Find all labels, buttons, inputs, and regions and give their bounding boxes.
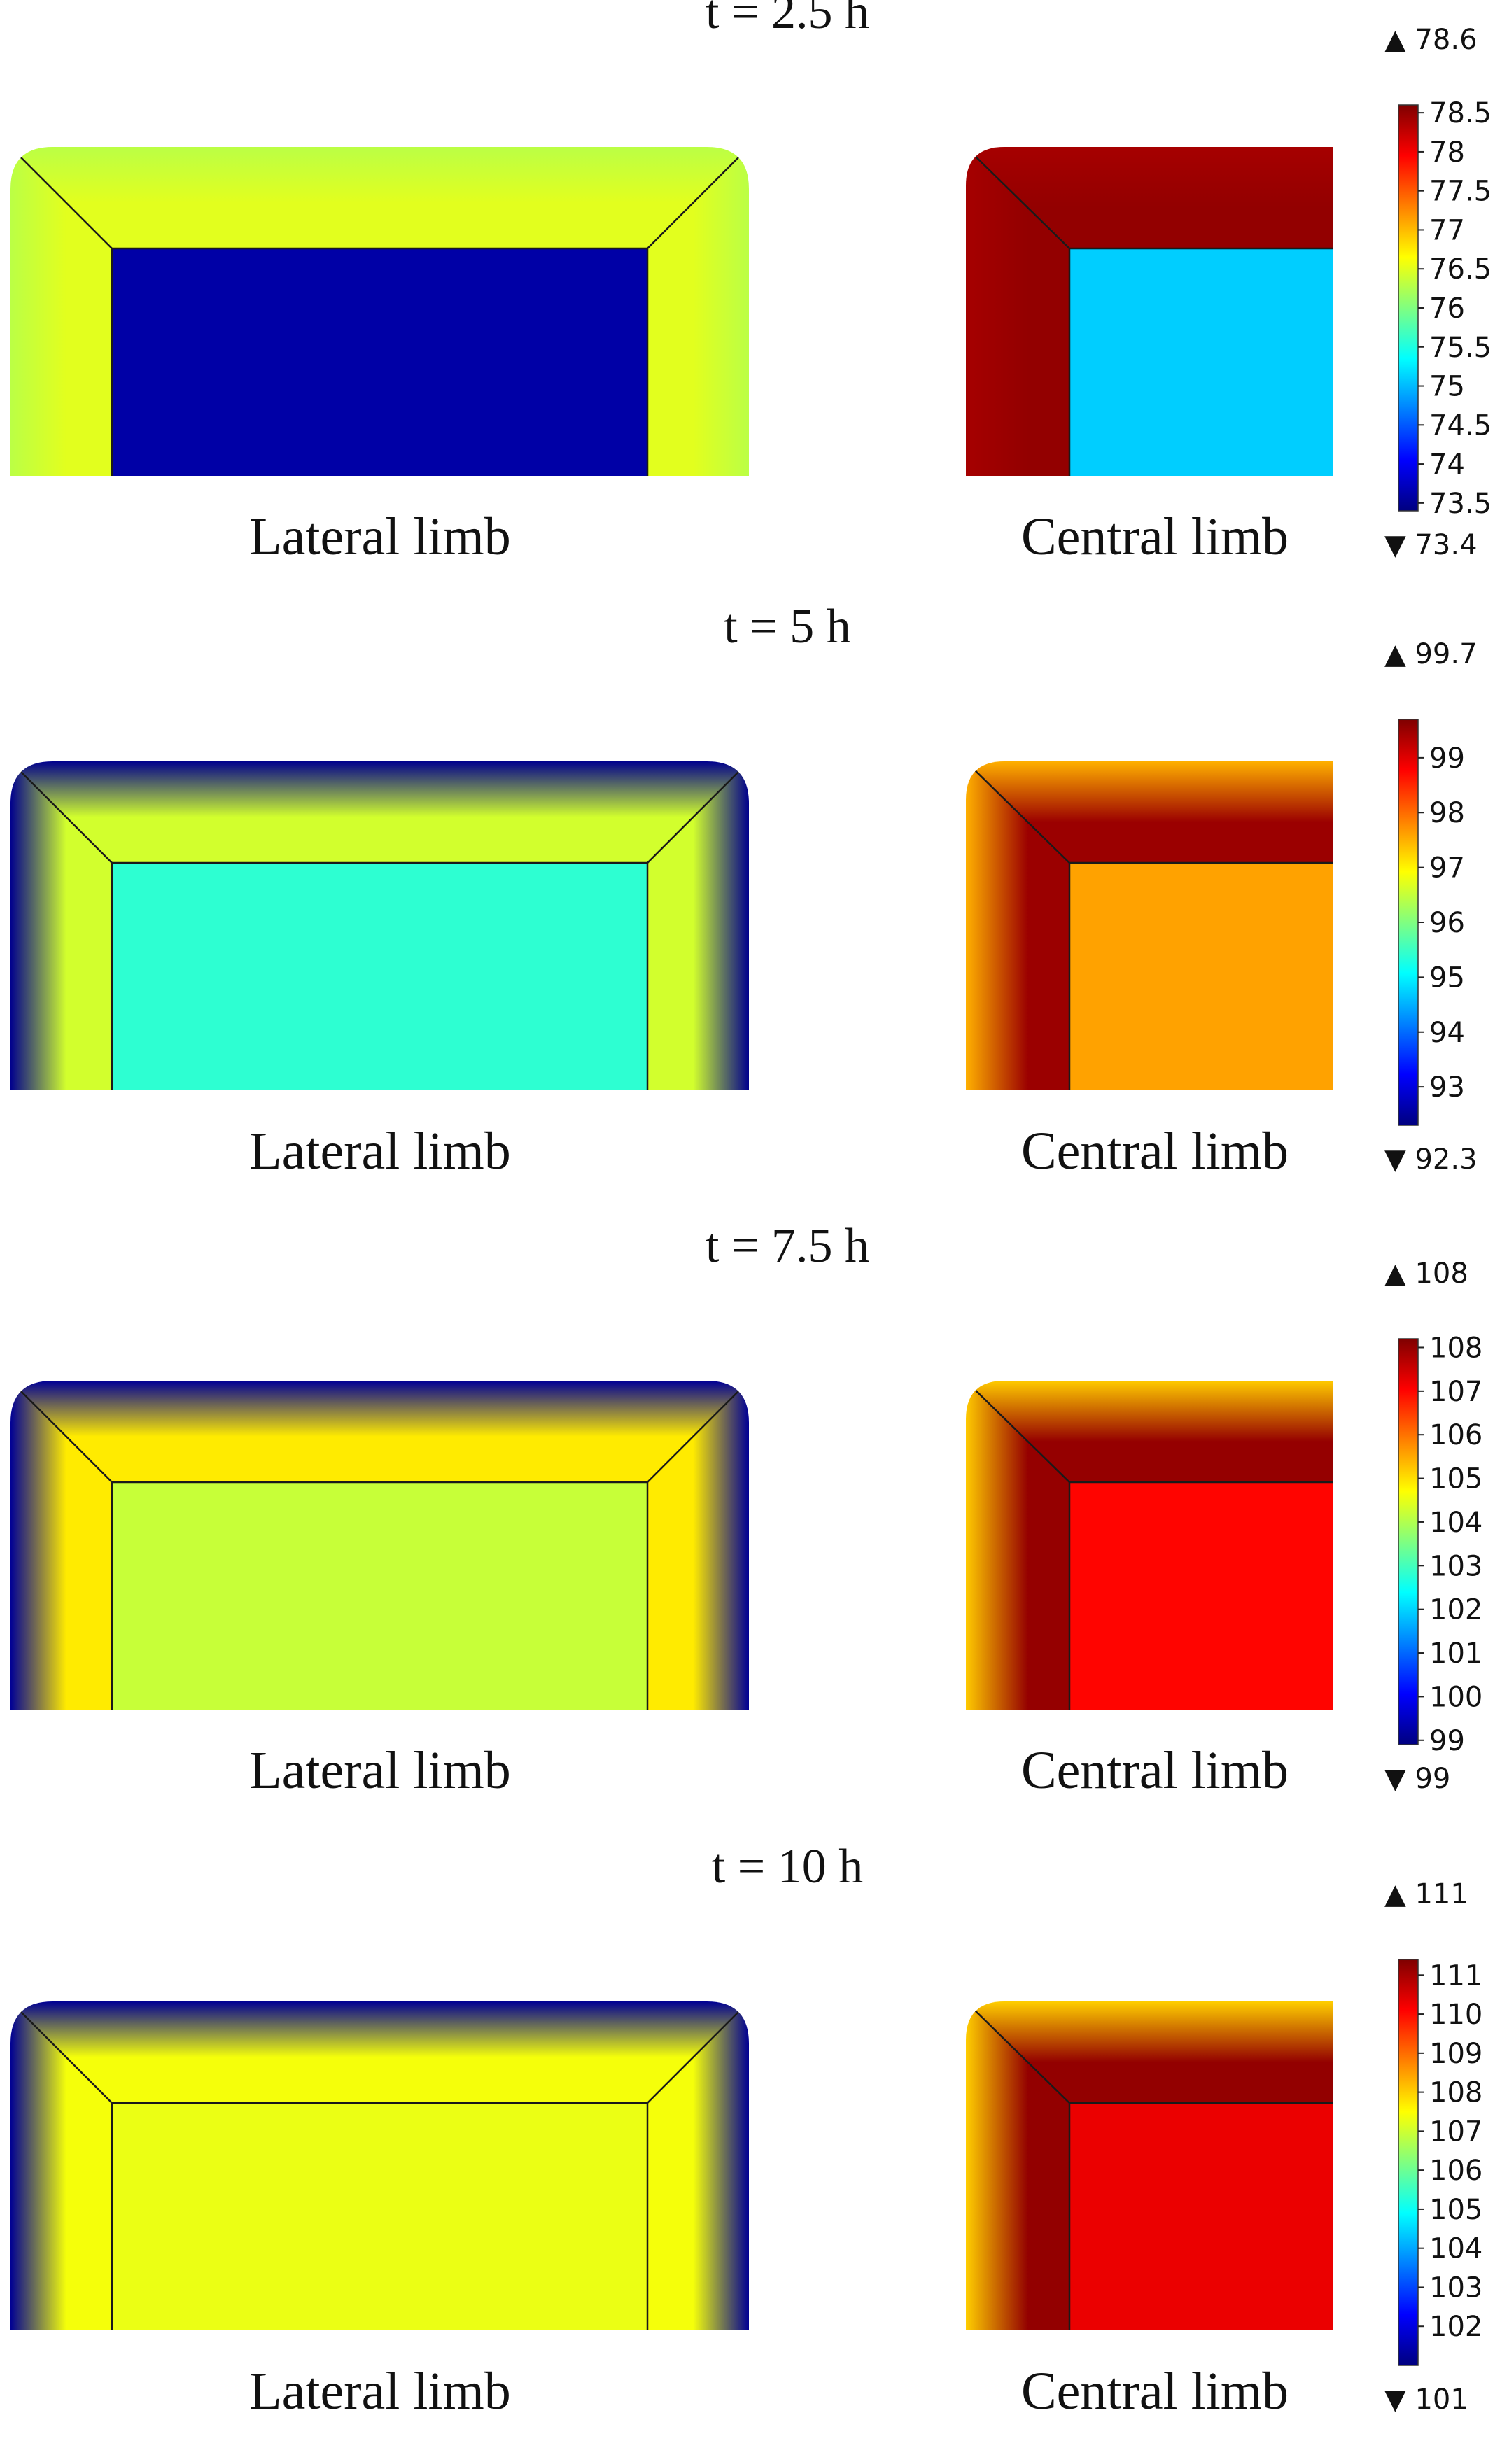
- color-bar-tick-label: 100: [1429, 1681, 1482, 1713]
- lateral-limb-plot: [10, 2001, 749, 2330]
- color-bar-tick-label: 102: [1429, 1594, 1482, 1626]
- color-bar-tick-label: 73.5: [1429, 488, 1492, 520]
- min-value-label: ▼ 92.3: [1384, 1143, 1478, 1176]
- color-bar-tick-label: 95: [1429, 962, 1465, 994]
- lateral-limb-plot: [10, 761, 749, 1090]
- color-bar-tick-label: 101: [1429, 1638, 1482, 1670]
- central-limb-plot: [966, 1381, 1333, 1710]
- max-value-label: ▲ 111: [1384, 1878, 1468, 1910]
- color-bar-tick-label: 76.5: [1429, 253, 1492, 286]
- color-bar-tick-label: 76: [1429, 293, 1465, 325]
- color-scale: 111 110 109 108 107 106 105 104 103 102 ▲ 111 ▼ 101: [1384, 1878, 1482, 2416]
- color-bar-tick-label: 108: [1429, 1332, 1482, 1364]
- color-bar-tick-label: 107: [1429, 2115, 1482, 2148]
- lateral-limb-plot: [10, 1381, 749, 1710]
- color-bar-tick-label: 108: [1429, 2077, 1482, 2109]
- color-bar-tick-label: 99: [1429, 742, 1465, 775]
- time-label: t = 10 h: [712, 1840, 863, 1894]
- color-bar-tick-label: 106: [1429, 1419, 1482, 1451]
- time-label: t = 2.5 h: [706, 0, 869, 39]
- color-bar-tick-label: 97: [1429, 852, 1465, 885]
- central-limb-label: Central limb: [1021, 1741, 1289, 1800]
- color-bar-tick-label: 103: [1429, 2272, 1482, 2304]
- color-bar-tick-label: 74.5: [1429, 409, 1492, 442]
- color-bar-tick-label: 98: [1429, 797, 1465, 829]
- color-bar: [1398, 1959, 1419, 2366]
- central-limb-plot: [966, 147, 1333, 476]
- color-bar-tick-label: 75.5: [1429, 332, 1492, 364]
- color-bar-tick-label: 77: [1429, 214, 1465, 246]
- lateral-limb-label: Lateral limb: [249, 1741, 511, 1800]
- color-bar-tick-label: 102: [1429, 2311, 1482, 2343]
- color-scale: 99 98 97 96 95 94 93 ▲ 99.7 ▼ 92.3: [1384, 638, 1478, 1176]
- max-value-label: ▲ 108: [1384, 1258, 1468, 1290]
- color-bar-tick-label: 96: [1429, 907, 1465, 939]
- color-bar-tick-label: 104: [1429, 2233, 1482, 2265]
- color-bar-tick-label: 109: [1429, 2038, 1482, 2070]
- min-value-label: ▼ 99: [1384, 1763, 1450, 1795]
- time-label: t = 5 h: [724, 600, 850, 654]
- color-bar-tick-label: 105: [1429, 2194, 1482, 2226]
- color-bar-tick-label: 99: [1429, 1725, 1465, 1757]
- color-bar-tick-label: 111: [1429, 1959, 1482, 1992]
- max-value-label: ▲ 78.6: [1384, 24, 1478, 56]
- lateral-limb-label: Lateral limb: [249, 2362, 511, 2421]
- central-limb-plot: [966, 761, 1333, 1090]
- color-bar-tick-label: 77.5: [1429, 176, 1492, 208]
- lateral-limb-plot: [10, 147, 749, 476]
- min-value-label: ▼ 73.4: [1384, 529, 1478, 561]
- color-bar: [1398, 1338, 1419, 1745]
- color-bar-tick-label: 94: [1429, 1017, 1465, 1049]
- color-bar: [1398, 104, 1419, 512]
- panel-4: t = 10 h Lateral limb Central limb 111 110 10…: [10, 1840, 1482, 2421]
- color-bar-tick-label: 105: [1429, 1463, 1482, 1495]
- color-bar-tick-label: 106: [1429, 2155, 1482, 2187]
- color-scale: 108 107 106 105 104 103 102 101 100 99 ▲ 108 ▼ 99: [1384, 1258, 1482, 1795]
- color-bar: [1398, 719, 1419, 1126]
- time-label: t = 7.5 h: [706, 1219, 869, 1273]
- lateral-limb-label: Lateral limb: [249, 507, 511, 566]
- central-limb-label: Central limb: [1021, 2362, 1289, 2421]
- color-scale: 78.5 78 77.5 77 76.5 76 75.5 75 74.5 74 73.5 ▲ 78.6…: [1384, 24, 1492, 561]
- central-limb-label: Central limb: [1021, 1122, 1289, 1181]
- color-bar-tick-label: 78.5: [1429, 97, 1492, 129]
- min-value-label: ▼ 101: [1384, 2384, 1468, 2416]
- color-bar-tick-label: 74: [1429, 449, 1465, 481]
- color-bar-tick-label: 107: [1429, 1376, 1482, 1408]
- color-bar-tick-label: 93: [1429, 1071, 1465, 1104]
- color-bar-tick-label: 75: [1429, 371, 1465, 403]
- central-limb-label: Central limb: [1021, 507, 1289, 566]
- max-value-label: ▲ 99.7: [1384, 638, 1478, 670]
- central-limb-plot: [966, 2001, 1333, 2330]
- color-bar-tick-label: 110: [1429, 1999, 1482, 2031]
- color-bar-tick-label: 78: [1429, 136, 1465, 169]
- lateral-limb-label: Lateral limb: [249, 1122, 511, 1181]
- color-bar-tick-label: 104: [1429, 1507, 1482, 1539]
- color-bar-tick-label: 103: [1429, 1550, 1482, 1582]
